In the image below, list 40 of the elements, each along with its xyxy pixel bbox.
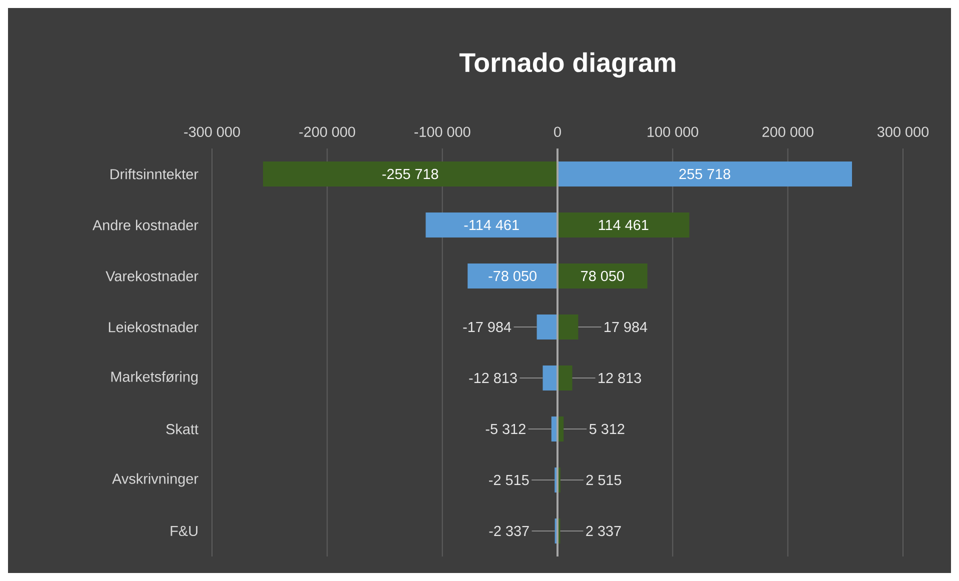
bar: [542, 365, 558, 390]
data-label: -17 984: [463, 322, 512, 332]
bar: [468, 263, 558, 288]
data-label: 2 337: [586, 526, 621, 536]
bar: [558, 263, 648, 288]
x-tick-label: 100 000: [648, 126, 698, 137]
data-label: 114 461: [598, 220, 648, 230]
x-tick-label: 200 000: [762, 126, 814, 137]
y-tick-label: Andre kostnader: [92, 220, 198, 230]
x-tick-label: -300 000: [184, 126, 240, 137]
chart-title: Tornado diagram: [459, 52, 676, 78]
y-tick-label: Marketsføring: [111, 371, 198, 385]
data-label: -2 337: [489, 526, 529, 536]
data-label: -114 461: [464, 220, 519, 230]
data-label: -5 312: [486, 424, 526, 434]
bar: [536, 314, 558, 340]
bar: [558, 314, 578, 340]
data-label: 17 984: [604, 322, 648, 332]
y-tick-label: Avskrivninger: [112, 473, 198, 487]
y-tick-label: Driftsinntekter: [110, 168, 198, 180]
data-label: 255 718: [679, 168, 730, 180]
data-label: -78 050: [488, 270, 536, 282]
bar: [426, 212, 558, 238]
data-label: -255 718: [382, 168, 438, 180]
data-label: 78 050: [581, 270, 624, 282]
bar: [558, 212, 690, 238]
data-label: -12 813: [469, 372, 517, 384]
y-tick-label: Leiekostnader: [108, 322, 198, 332]
x-tick-label: -200 000: [299, 126, 356, 137]
x-tick-label: 300 000: [877, 126, 929, 137]
x-tick-label: -100 000: [414, 126, 470, 137]
data-label: -2 515: [489, 474, 529, 486]
data-label: 12 813: [598, 372, 642, 384]
data-label: 5 312: [589, 424, 624, 434]
y-tick-label: Varekostnader: [106, 270, 198, 282]
y-tick-label: F&U: [170, 526, 198, 536]
data-label: 2 515: [586, 474, 622, 486]
y-tick-label: Skatt: [166, 424, 198, 434]
bar: [558, 365, 572, 390]
x-tick-label: 0: [554, 126, 561, 137]
